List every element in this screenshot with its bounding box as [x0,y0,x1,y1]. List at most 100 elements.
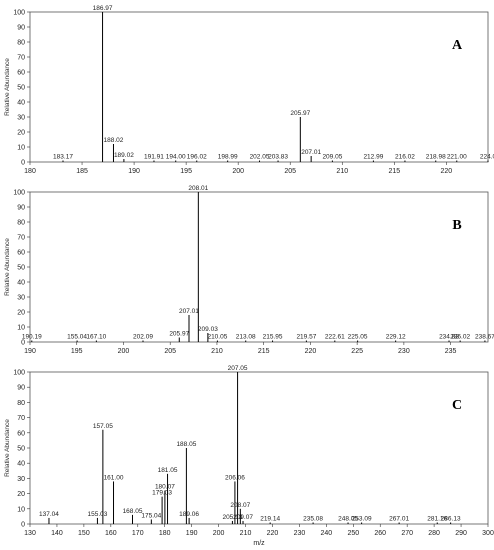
x-tick-label: 220 [305,348,317,355]
x-tick-label: 250 [347,530,359,537]
x-tick-label: 160 [105,530,117,537]
x-tick-label: 180 [159,530,171,537]
y-tick-label: 70 [17,235,25,242]
panel-letter: C [452,398,462,413]
peak-label: 208.07 [230,502,250,509]
x-tick-label: 270 [401,530,413,537]
y-tick-label: 90 [17,385,25,392]
peak-label: 180.07 [155,484,175,491]
y-tick-label: 0 [21,522,25,529]
peak-label: 238.67 [475,334,494,341]
peak-label: 225.05 [348,334,368,341]
peak-label: 205.97 [290,110,310,117]
peak-label: 219.57 [296,334,316,341]
peak-label: 168.05 [123,508,143,515]
peak-label: 205.97 [169,331,189,338]
peak-label: 189.06 [179,511,199,518]
peak-label: 281.16 [427,515,447,522]
peak-label: 248.05 [338,515,358,522]
x-tick-label: 220 [441,168,453,175]
y-tick-label: 70 [17,55,25,62]
y-tick-label: 50 [17,85,25,92]
peak-label: 175.04 [141,512,161,519]
peak-label: 203.83 [268,154,288,161]
x-tick-label: 205 [284,168,296,175]
y-tick-label: 30 [17,295,25,302]
peak-label: 157.05 [93,423,113,430]
peak-label: 207.01 [301,149,321,156]
panel-letter: B [452,218,461,233]
y-tick-label: 30 [17,476,25,483]
x-tick-label: 280 [428,530,440,537]
peak-label: 215.95 [263,334,283,341]
peak-label: 216.02 [395,154,415,161]
x-tick-label: 140 [51,530,63,537]
peak-label: 137.04 [39,511,59,518]
y-tick-label: 20 [17,491,25,498]
peak-label: 155.04 [67,334,87,341]
x-tick-label: 150 [78,530,90,537]
x-tick-label: 190 [186,530,198,537]
x-tick-label: 230 [294,530,306,537]
peak-label: 286.13 [441,515,461,522]
peak-label: 196.02 [187,154,207,161]
x-tick-label: 210 [336,168,348,175]
y-tick-label: 100 [13,10,25,17]
x-tick-label: 225 [351,348,363,355]
x-tick-label: 200 [213,530,225,537]
x-tick-label: 230 [398,348,410,355]
peak-label: 155.03 [87,511,107,518]
peak-label: 210.05 [207,334,227,341]
peak-label: 221.00 [447,154,467,161]
x-tick-label: 205 [164,348,176,355]
x-tick-label: 220 [267,530,279,537]
peak-label: 161.00 [104,474,124,481]
y-tick-label: 90 [17,25,25,32]
x-tick-label: 300 [482,530,494,537]
y-tick-label: 80 [17,400,25,407]
peak-label: 236.02 [450,334,470,341]
y-tick-label: 10 [17,145,25,152]
y-axis-label: Relative Abundance [4,58,11,116]
peak-label: 209.03 [198,326,218,333]
y-axis-label: Relative Abundance [4,238,11,296]
peak-label: 253.09 [352,515,372,522]
peak-label: 209.07 [233,514,253,521]
peak-label: 202.05 [250,154,270,161]
y-tick-label: 60 [17,70,25,77]
peak-label: 224.0 [480,154,494,161]
peak-label: 179.03 [152,490,172,497]
peak-label: 222.61 [325,334,345,341]
y-tick-label: 30 [17,115,25,122]
x-tick-label: 240 [321,530,333,537]
x-tick-label: 215 [258,348,270,355]
y-tick-label: 70 [17,415,25,422]
y-tick-label: 10 [17,325,25,332]
peak-label: 213.08 [236,334,256,341]
y-axis-label: Relative Abundance [4,419,11,477]
peak-label: 188.05 [176,441,196,448]
peak-label: 212.99 [363,154,383,161]
peak-label: 218.98 [426,154,446,161]
y-tick-label: 40 [17,100,25,107]
peak-label: 194.00 [166,154,186,161]
y-tick-label: 20 [17,130,25,137]
x-tick-label: 185 [76,168,88,175]
y-tick-label: 90 [17,205,25,212]
peak-label: 190.19 [22,334,42,341]
peak-label: 188.02 [104,137,124,144]
x-tick-label: 210 [240,530,252,537]
y-tick-label: 50 [17,265,25,272]
plot-frame [29,191,489,343]
peak-label: 191.91 [144,154,164,161]
peak-label: 198.99 [218,154,238,161]
peak-label: 267.01 [389,515,409,522]
peak-label: 235.08 [303,515,323,522]
plot-frame [29,371,489,525]
y-tick-label: 100 [13,370,25,377]
x-tick-label: 200 [118,348,130,355]
y-tick-label: 0 [21,160,25,167]
y-tick-label: 40 [17,280,25,287]
x-axis-label: m/z [253,540,265,547]
